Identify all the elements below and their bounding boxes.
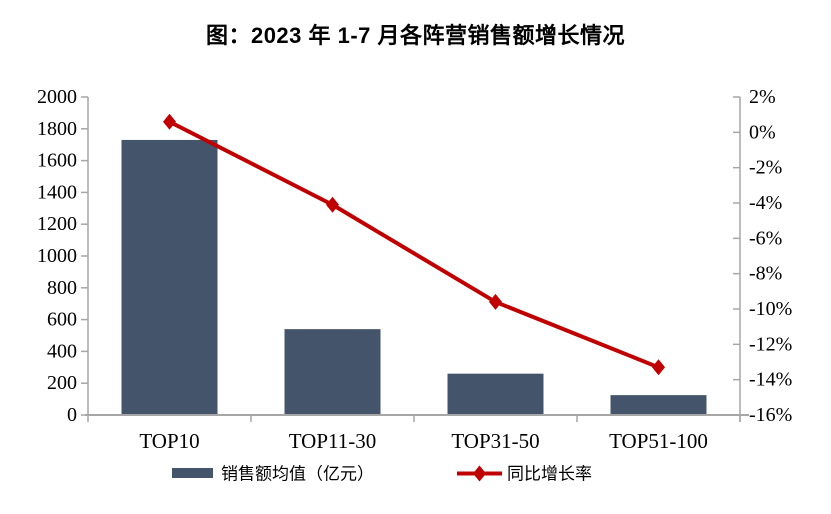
legend-diamond-icon [473,465,486,482]
bar-TOP31-50 [447,373,544,415]
right-axis-label: -2% [749,157,782,179]
bar-TOP51-100 [610,395,707,415]
left-axis-label: 200 [47,372,77,394]
left-axis-label: 1400 [37,181,77,203]
bar-TOP10 [121,139,218,415]
left-axis-label: 1800 [37,118,77,140]
right-axis-label: -4% [749,192,782,214]
chart-title: 图：2023 年 1-7 月各阵营销售额增长情况 [205,23,626,48]
legend-bar-label: 销售额均值（亿元） [221,465,374,484]
right-axis-label: -8% [749,263,782,285]
line-marker-TOP11-30 [326,196,339,213]
left-axis-label: 800 [47,277,77,299]
right-axis-label: -14% [749,369,792,391]
left-axis-label: 1200 [37,213,77,235]
line-marker-TOP51-100 [652,359,665,376]
right-axis-label: -10% [749,298,792,320]
right-axis-label: 0% [749,121,776,143]
x-axis-label-TOP51-100: TOP51-100 [609,429,708,453]
legend-bar-swatch [172,468,213,478]
left-axis-label: 1000 [37,245,77,267]
right-axis-label: -16% [749,404,792,426]
right-axis-label: -6% [749,227,782,249]
legend-line-label: 同比增长率 [507,465,592,484]
left-axis-label: 2000 [37,86,77,108]
left-axis-label: 1600 [37,150,77,172]
line-marker-TOP10 [163,113,176,130]
bar-TOP11-30 [284,329,381,415]
left-axis-label: 400 [47,340,77,362]
right-axis-label: 2% [749,86,776,108]
left-axis-label: 600 [47,309,77,331]
left-axis-label: 0 [67,404,77,426]
x-axis-label-TOP10: TOP10 [139,429,199,453]
x-axis-label-TOP31-50: TOP31-50 [451,429,539,453]
right-axis-label: -12% [749,333,792,355]
line-marker-TOP31-50 [489,293,502,310]
x-axis-label-TOP11-30: TOP11-30 [289,429,377,453]
growth-line [167,119,661,370]
